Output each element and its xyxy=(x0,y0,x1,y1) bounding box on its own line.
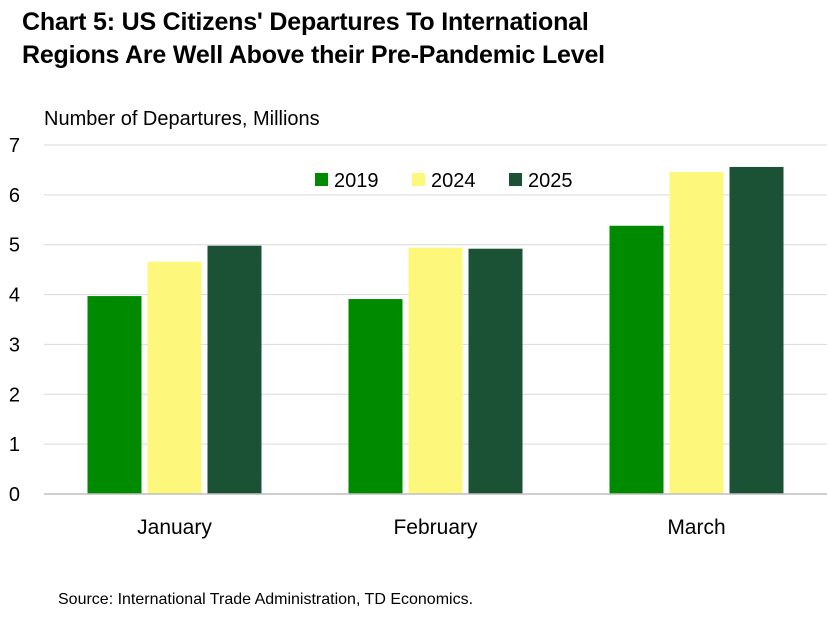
bar-february-2025 xyxy=(468,248,523,494)
legend-label-2024: 2024 xyxy=(431,170,476,192)
bar-february-2024 xyxy=(408,247,463,494)
x-tick-label-january: January xyxy=(137,516,212,539)
legend-swatch-2024 xyxy=(412,173,425,186)
legend: 2019 2024 2025 xyxy=(315,170,573,192)
y-tick-label-5: 5 xyxy=(9,235,20,257)
y-tick-label-7: 7 xyxy=(9,135,20,157)
source-note: Source: International Trade Administrati… xyxy=(58,591,474,608)
y-tick-label-1: 1 xyxy=(9,434,20,456)
bar-march-2025 xyxy=(729,166,784,495)
chart-title-line-2: Regions Are Well Above their Pre-Pandemi… xyxy=(22,41,605,69)
y-tick-label-6: 6 xyxy=(9,185,20,207)
y-axis-label: Number of Departures, Millions xyxy=(44,108,320,130)
bar-march-2024 xyxy=(669,171,724,494)
y-tick-label-0: 0 xyxy=(9,484,20,506)
legend-label-2019: 2019 xyxy=(334,170,379,192)
bar-january-2019 xyxy=(87,296,142,494)
legend-swatch-2019 xyxy=(315,173,328,186)
bars xyxy=(87,166,784,495)
y-tick-label-4: 4 xyxy=(9,285,20,307)
bar-february-2019 xyxy=(348,299,403,494)
y-tick-label-2: 2 xyxy=(9,384,20,406)
bar-january-2025 xyxy=(207,245,262,494)
x-tick-label-february: February xyxy=(393,516,478,539)
bar-january-2024 xyxy=(147,261,202,494)
chart-title: Chart 5: US Citizens' Departures To Inte… xyxy=(22,6,812,72)
chart-title-line-1: Chart 5: US Citizens' Departures To Inte… xyxy=(22,8,589,36)
axes: 0 1 2 3 4 5 6 7 January February March xyxy=(9,135,827,539)
y-tick-label-3: 3 xyxy=(9,334,20,356)
legend-label-2025: 2025 xyxy=(528,170,573,192)
bar-march-2019 xyxy=(609,225,664,495)
x-tick-label-march: March xyxy=(667,516,725,539)
legend-swatch-2025 xyxy=(509,173,522,186)
